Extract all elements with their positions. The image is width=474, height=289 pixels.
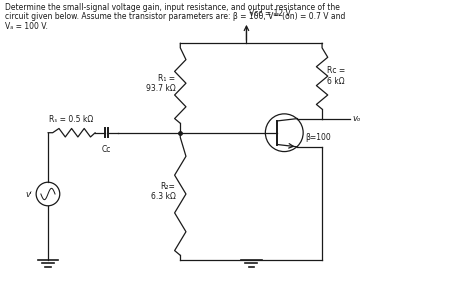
- Text: Rᴄ =
6 kΩ: Rᴄ = 6 kΩ: [327, 66, 345, 86]
- Text: circuit given below. Assume the transistor parameters are: β = 100, Vᴮᴱ (on) = 0: circuit given below. Assume the transist…: [5, 12, 346, 21]
- Text: β=100: β=100: [306, 133, 331, 142]
- Text: R₁ =
93.7 kΩ: R₁ = 93.7 kΩ: [146, 73, 175, 93]
- Text: R₂=
6.3 kΩ: R₂= 6.3 kΩ: [151, 182, 175, 201]
- Text: vᴵ: vᴵ: [25, 190, 31, 199]
- Text: Rₛ = 0.5 kΩ: Rₛ = 0.5 kΩ: [49, 115, 94, 124]
- Text: vₒ: vₒ: [353, 114, 361, 123]
- Text: Determine the small-signal voltage gain, input resistance, and output resistance: Determine the small-signal voltage gain,…: [5, 3, 340, 12]
- Text: Vᴄᴄ = 12 V: Vᴄᴄ = 12 V: [249, 9, 291, 18]
- Text: Cᴄ: Cᴄ: [102, 144, 111, 153]
- Text: Vₐ = 100 V.: Vₐ = 100 V.: [5, 22, 48, 31]
